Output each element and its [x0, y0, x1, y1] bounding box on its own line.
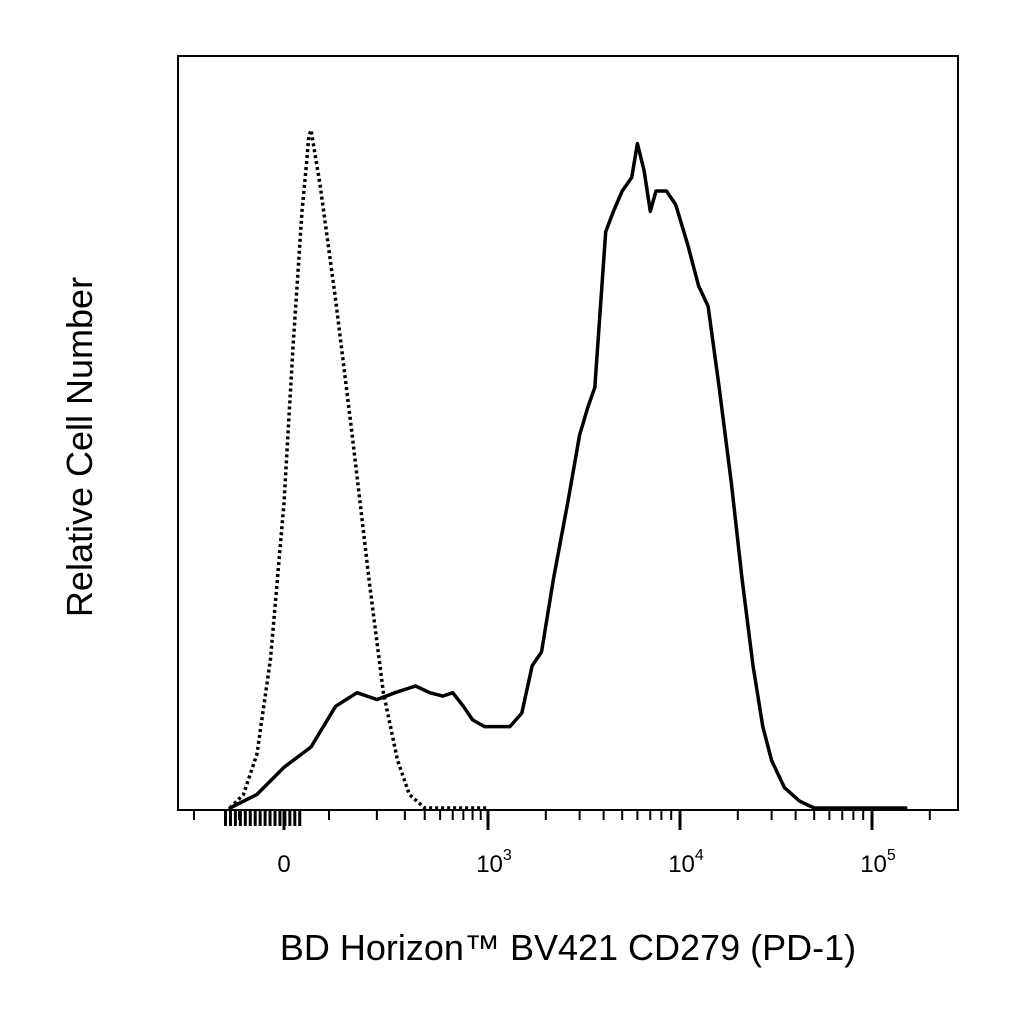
- x-tick-exponent: 3: [503, 847, 512, 864]
- y-axis-title: Relative Cell Number: [59, 277, 100, 617]
- x-axis-title: BD Horizon™ BV421 CD279 (PD-1): [280, 927, 856, 968]
- x-tick-exponent: 4: [695, 847, 704, 864]
- x-tick-base: 0: [277, 851, 290, 878]
- series-layer: [228, 128, 908, 810]
- x-axis-major-ticks: [282, 810, 874, 830]
- x-tick-base: 10: [668, 851, 695, 878]
- x-axis-tick-labels: 0 103 104 105: [277, 847, 896, 878]
- x-tick-label: 105: [860, 847, 896, 878]
- x-tick-label: 104: [668, 847, 704, 878]
- plot-frame: [177, 55, 959, 811]
- series-solid-curve: [228, 141, 908, 810]
- x-tick-label: 0: [277, 851, 290, 878]
- x-axis-minor-ticks: [193, 810, 931, 826]
- x-tick-exponent: 5: [887, 847, 896, 864]
- series-dotted-curve: [228, 128, 488, 810]
- x-tick-label: 103: [476, 847, 512, 878]
- x-tick-base: 10: [476, 851, 503, 878]
- x-tick-base: 10: [860, 851, 887, 878]
